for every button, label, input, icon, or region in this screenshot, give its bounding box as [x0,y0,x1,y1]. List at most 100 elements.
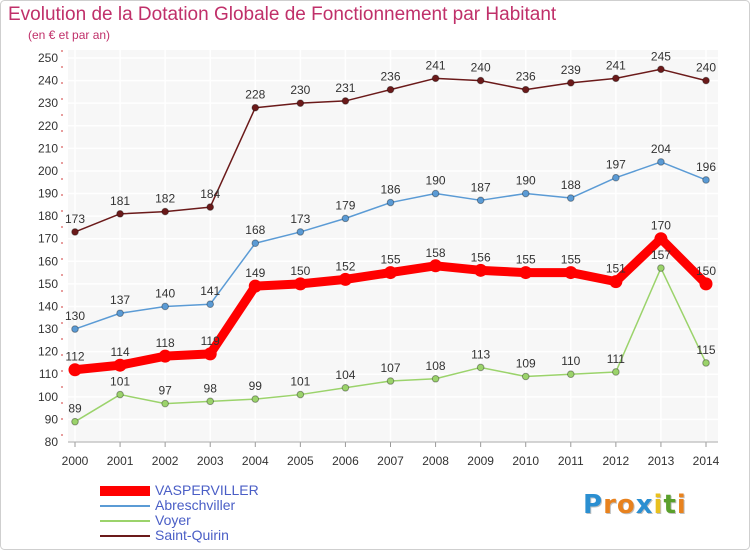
data-label-saint-quirin-2006: 231 [335,81,355,95]
data-point-vasperviller-2013 [654,232,668,246]
data-point-abreschviller-2005 [296,228,305,236]
data-label-saint-quirin-2004: 228 [245,88,265,102]
data-label-abreschviller-2001: 137 [110,293,130,307]
data-label-abreschviller-2000: 130 [65,309,85,323]
data-point-voyer-2013 [657,264,665,272]
data-point-abreschviller-2000 [71,325,79,333]
data-label-abreschviller-2002: 140 [155,286,175,300]
data-point-vasperviller-2000 [68,363,82,377]
legend-label-saint-quirin: Saint-Quirin [155,527,229,543]
y-tick-label-160: 160 [38,254,58,268]
data-label-abreschviller-2005: 173 [290,212,310,226]
y-tick-label-110: 110 [39,367,58,381]
data-label-saint-quirin-2012: 241 [606,58,626,72]
x-tick-label-2005: 2005 [287,454,314,468]
data-point-abreschviller-2013 [657,158,665,166]
data-point-abreschviller-2001 [116,309,124,318]
data-point-vasperviller-2008 [429,259,443,273]
x-tick-label-2006: 2006 [332,454,359,468]
logo-letter: x [635,490,654,520]
data-label-voyer-2012: 111 [607,352,626,366]
data-label-voyer-2008: 108 [426,359,446,373]
data-label-voyer-2010: 109 [516,356,536,370]
legend-swatch-voyer [100,520,150,522]
data-label-abreschviller-2007: 186 [380,183,400,197]
x-tick-label-2012: 2012 [603,454,630,468]
data-point-voyer-2014 [702,359,710,367]
data-point-voyer-2010 [521,372,530,381]
data-point-saint-quirin-2000 [71,228,79,236]
logo-letter: t [663,490,677,520]
data-point-saint-quirin-2009 [476,76,485,85]
data-label-voyer-2006: 104 [335,368,355,382]
data-point-saint-quirin-2007 [386,85,395,94]
data-point-vasperviller-2003 [203,347,217,361]
data-point-voyer-2007 [386,377,395,385]
data-point-saint-quirin-2005 [296,99,305,107]
legend-label-voyer: Voyer [155,512,191,528]
data-label-saint-quirin-2014: 240 [696,61,716,75]
data-label-abreschviller-2008: 190 [426,174,446,188]
legend-label-vasperviller: VASPERVILLER [155,482,259,498]
x-tick-label-2000: 2000 [62,454,89,468]
y-tick-label-150: 150 [38,277,58,291]
data-point-vasperviller-2004 [248,279,262,293]
y-tick-label-170: 170 [38,232,58,246]
data-label-voyer-2001: 101 [110,375,130,389]
data-point-saint-quirin-2003 [206,203,215,211]
data-point-saint-quirin-2011 [566,79,575,87]
data-label-vasperviller-2007: 155 [380,253,400,267]
data-point-voyer-2005 [296,390,305,399]
data-label-voyer-2003: 98 [204,381,218,395]
y-tick-label-100: 100 [38,390,58,404]
data-label-voyer-2004: 99 [249,379,263,393]
x-tick-label-2010: 2010 [512,454,539,468]
legend-swatch-saint-quirin [100,535,150,537]
data-label-abreschviller-2011: 188 [561,178,581,192]
data-label-abreschviller-2003: 141 [200,284,220,298]
data-label-abreschviller-2010: 190 [516,174,536,188]
data-point-abreschviller-2004 [251,239,260,248]
data-label-abreschviller-2013: 204 [651,142,671,156]
data-label-vasperviller-2004: 149 [245,266,265,280]
data-label-voyer-2005: 101 [290,375,310,389]
data-point-vasperviller-2012 [609,275,623,289]
data-label-saint-quirin-2011: 239 [561,63,581,77]
data-point-saint-quirin-2002 [161,207,169,216]
data-point-saint-quirin-2012 [612,74,620,83]
data-label-saint-quirin-2003: 184 [200,187,220,201]
data-label-abreschviller-2014: 196 [696,160,716,174]
data-label-saint-quirin-2008: 241 [426,58,446,72]
logo-letter: i [676,490,687,520]
data-label-vasperviller-2003: 119 [201,334,220,348]
y-tick-label-230: 230 [38,96,58,110]
data-point-saint-quirin-2004 [251,103,260,112]
y-tick-label-240: 240 [38,74,58,88]
data-point-saint-quirin-2001 [116,210,124,218]
x-tick-label-2011: 2011 [558,454,584,468]
x-tick-label-2008: 2008 [422,454,449,468]
data-point-vasperviller-2009 [474,263,488,277]
data-label-voyer-2009: 113 [471,347,490,361]
data-label-vasperviller-2001: 114 [111,345,130,359]
data-label-saint-quirin-2013: 245 [651,49,671,63]
legend-swatch-vasperviller [100,486,150,496]
data-point-abreschviller-2011 [566,194,575,202]
data-label-vasperviller-2000: 112 [65,350,84,364]
data-label-abreschviller-2006: 179 [335,198,355,212]
data-label-abreschviller-2012: 197 [606,158,626,172]
data-label-vasperviller-2005: 150 [290,264,310,278]
data-point-abreschviller-2009 [476,196,485,205]
data-point-voyer-2008 [431,374,440,383]
data-point-voyer-2002 [161,399,169,408]
data-label-saint-quirin-2010: 236 [516,70,536,84]
data-point-saint-quirin-2013 [657,65,665,74]
data-label-voyer-2014: 115 [696,343,715,357]
data-point-vasperviller-2011 [564,266,578,280]
x-tick-label-2003: 2003 [197,454,224,468]
data-label-saint-quirin-2009: 240 [471,61,491,75]
chart-title: Evolution de la Dotation Globale de Fonc… [8,4,557,25]
data-point-vasperviller-2006 [338,272,352,286]
